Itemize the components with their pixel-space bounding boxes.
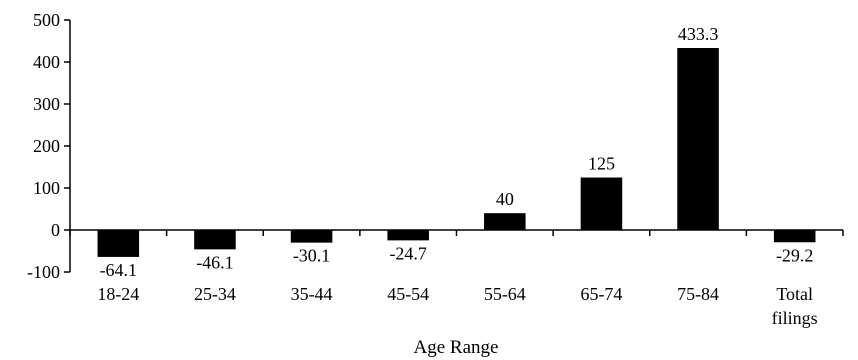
y-tick-label: 500 [33, 10, 60, 30]
category-label: 35-44 [291, 284, 333, 304]
category-labels-group: 18-24 25-34 35-44 45-54 55-64 65-74 75-84 Total… [97, 284, 817, 328]
y-tick-label: 100 [33, 178, 60, 198]
category-label: 25-34 [194, 284, 236, 304]
data-labels-group: -64.1 -46.1 -30.1 -24.7 40 125 433.3 -29.2 [100, 24, 814, 280]
category-label: Total filings [772, 284, 818, 328]
bar-65-74 [580, 177, 623, 230]
bar-18-24 [97, 230, 140, 257]
category-label: 45-54 [387, 284, 429, 304]
y-tick-label: 200 [33, 136, 60, 156]
data-label: 433.3 [678, 24, 719, 44]
data-label: -24.7 [389, 243, 427, 263]
bars-group [97, 48, 816, 257]
category-label: 18-24 [97, 284, 139, 304]
y-tick-label: 400 [33, 52, 60, 72]
y-axis-ticks: -100 0 100 200 300 400 500 [27, 10, 70, 282]
category-label: 65-74 [580, 284, 622, 304]
bar-75-84 [677, 48, 719, 230]
data-label: -29.2 [776, 245, 814, 265]
y-tick-label: 0 [51, 220, 60, 240]
data-label: -46.1 [196, 252, 234, 272]
y-tick-label: -100 [27, 262, 60, 282]
bar-total-filings [773, 230, 816, 243]
data-label: 40 [496, 189, 514, 209]
data-label: -64.1 [100, 260, 138, 280]
x-axis-ticks [69, 230, 844, 236]
x-axis-title: Age Range [414, 337, 499, 358]
category-label: 55-64 [484, 284, 526, 304]
y-tick-label: 300 [33, 94, 60, 114]
data-label: -30.1 [293, 246, 331, 266]
bar-55-64 [484, 213, 526, 230]
data-label: 125 [588, 154, 615, 174]
bar-25-34 [194, 230, 236, 250]
category-label: 75-84 [677, 284, 719, 304]
bar-35-44 [290, 230, 333, 243]
bar-45-54 [387, 230, 429, 241]
